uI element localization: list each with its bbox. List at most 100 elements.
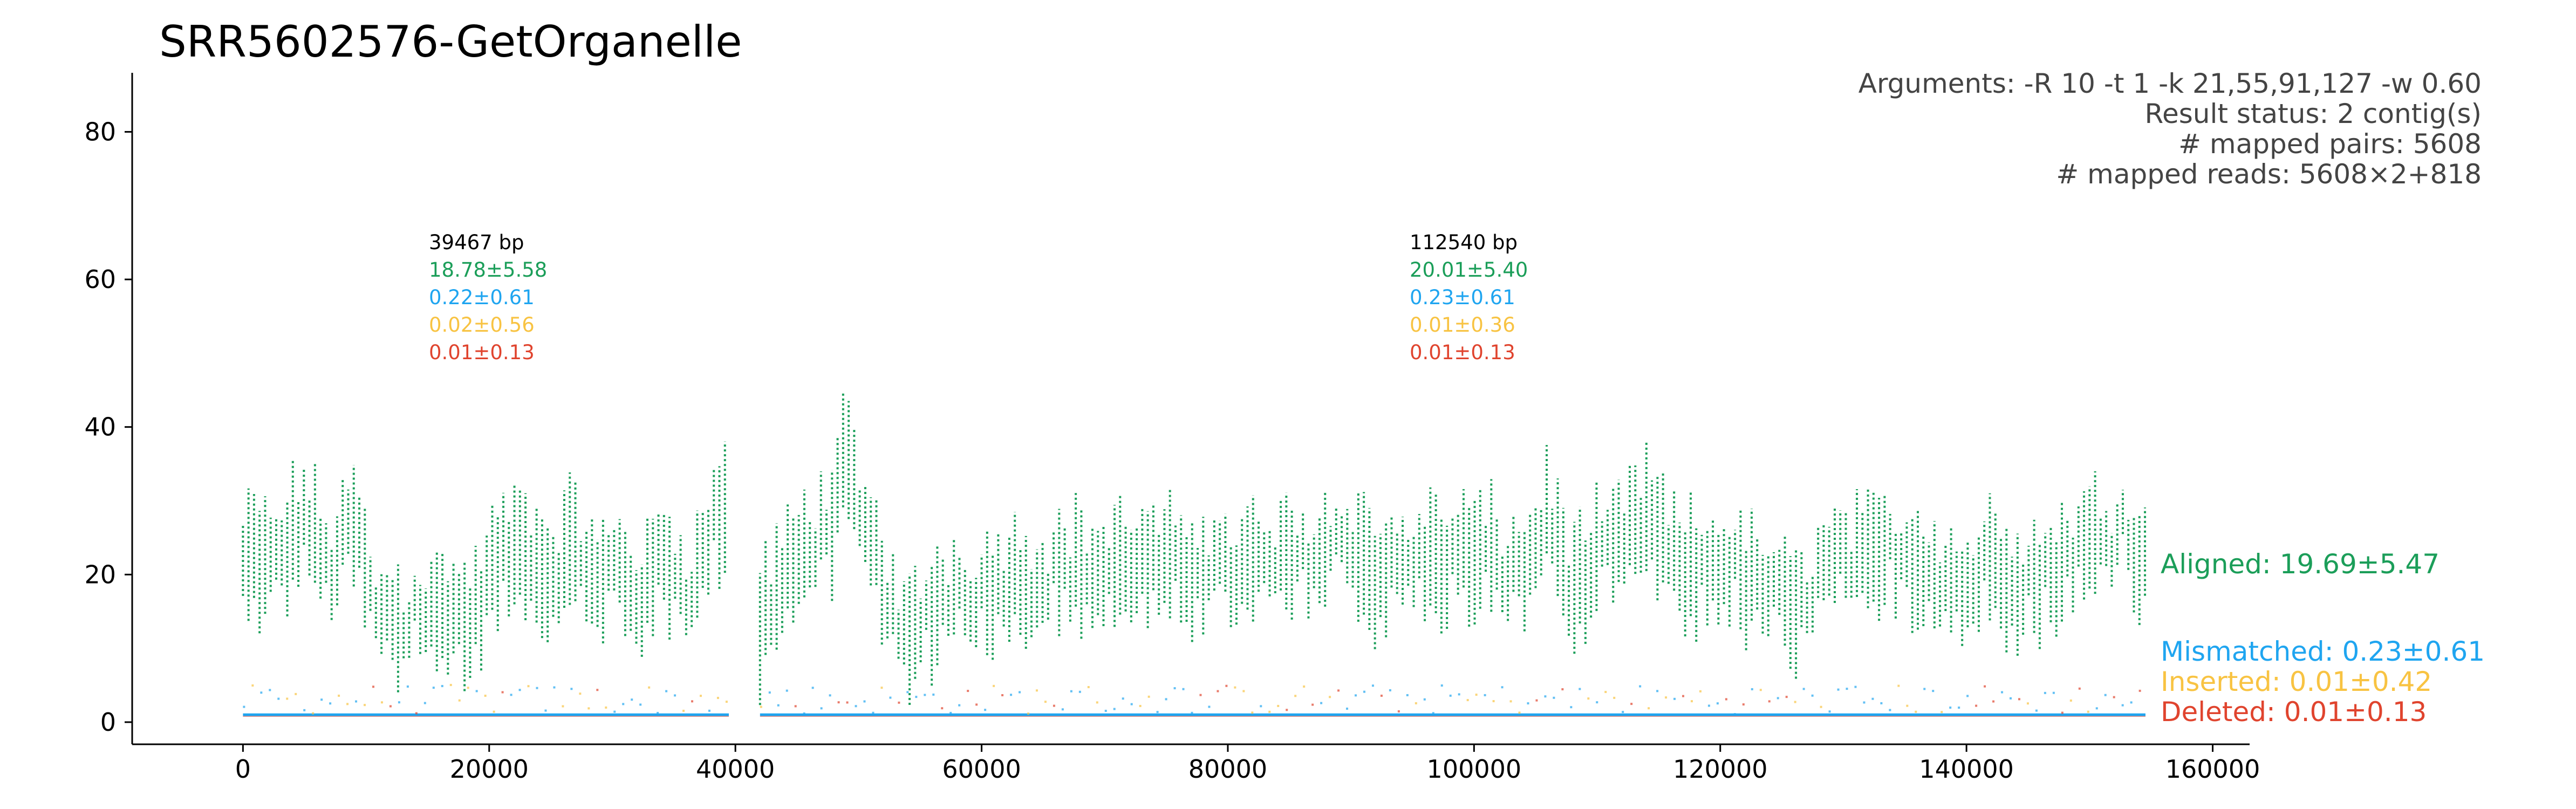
inserted-mark [1044,701,1047,703]
inserted-mark [1915,710,1917,713]
mismatched-mark [631,698,633,701]
mismatched-mark [1501,686,1504,689]
mismatched-mark [277,697,280,700]
inserted-mark [2026,702,2029,705]
mismatched-mark [1078,690,1081,693]
y-tick-label: 40 [84,413,116,442]
inserted-mark [562,705,564,708]
inserted-mark [1794,701,1796,703]
x-tick-label: 20000 [450,755,529,784]
mismatched-mark [475,690,478,693]
contig-2-mismatched: 0.23±0.61 [1410,286,1515,309]
mismatched-mark [924,694,926,696]
inserted-mark [1027,712,1029,715]
inserted-mark [251,684,254,687]
inserted-mark [364,704,366,707]
mismatched-mark [1449,694,1452,697]
mismatched-mark [2044,691,2046,694]
mismatched-mark [1733,713,1736,716]
inserted-mark [527,685,530,688]
inserted-mark [1690,700,1693,703]
mismatched-mark [1484,694,1486,696]
inserted-mark [1587,697,1590,700]
deleted-mark [2061,711,2063,714]
deleted-mark [1397,710,1400,712]
inserted-mark [1492,700,1495,703]
mismatched-mark [674,694,677,697]
inserted-mark [449,684,452,687]
mismatched-mark [1355,694,1357,697]
deleted-mark [1001,694,1004,696]
inserted-mark [1139,705,1142,708]
deleted-mark [1984,685,1986,688]
mismatched-mark [1854,685,1857,688]
contig-1-deleted: 0.01±0.13 [429,341,535,364]
mismatched-mark [2121,704,2124,707]
mismatched-mark [1596,701,1598,704]
inserted-mark [2069,699,2072,702]
mismatched-mark [984,709,987,711]
mismatched-mark [406,685,409,688]
mismatched-mark [657,711,659,714]
mismatched-mark [811,687,814,689]
deleted-mark [1217,690,1219,693]
mismatched-mark [1570,706,1573,709]
mismatched-mark [1656,690,1659,693]
inserted-mark [1897,684,1900,687]
info-arguments: Arguments: -R 10 -t 1 -k 21,55,91,127 -w… [1858,68,2482,99]
inserted-mark [2087,710,2089,713]
inserted-mark [587,707,590,710]
deleted-mark [898,701,900,704]
x-tick-label: 80000 [1188,755,1267,784]
inserted-mark [1242,690,1245,693]
mismatched-mark [1070,690,1072,693]
inserted-mark [1906,704,1909,707]
mismatched-mark [1544,695,1547,698]
deleted-mark [1561,688,1564,691]
y-tick-label: 20 [84,560,116,589]
deleted-mark [2113,696,2115,698]
inserted-mark [484,695,487,697]
mismatched-mark [1113,708,1116,710]
inserted-mark [579,693,582,695]
mismatched-mark [2035,709,2038,712]
inserted-mark [338,694,340,697]
mismatched-mark [829,694,831,697]
aligned-series-label: Aligned: 19.69±5.47 [2161,549,2440,580]
mismatched-mark [2104,694,2107,696]
deleted-mark [1053,704,1055,707]
deleted-mark [415,712,418,715]
deleted-mark [2138,689,2141,692]
mismatched-mark [1371,684,1374,687]
mismatched-mark [320,698,323,701]
mismatched-mark [423,702,426,704]
mismatched-mark [1622,711,1624,714]
mismatched-mark [1130,703,1133,705]
inserted-mark [880,687,883,689]
mismatched-mark [510,694,513,696]
mismatched-mark [1346,707,1349,710]
info-mapped-pairs: # mapped pairs: 5608 [2178,128,2482,160]
mismatched-mark [2001,691,2004,694]
mismatched-mark [1802,688,1805,690]
mismatched-mark [1432,712,1434,715]
inserted-mark [1475,694,1478,696]
contig-2-deleted: 0.01±0.13 [1410,341,1515,364]
deleted-mark [967,690,969,693]
x-tick-label: 160000 [2165,755,2260,784]
mismatched-mark [355,700,358,703]
inserted-mark [760,705,762,708]
inserted-mark [1466,699,1469,702]
mismatched-mark [1751,688,1753,690]
inserted-mark [716,697,719,700]
y-tick-label: 80 [84,117,116,146]
deleted-mark [2078,687,2081,690]
mismatched-mark [1363,690,1365,693]
x-tick-label: 60000 [942,755,1021,784]
mismatched-mark [1320,702,1323,704]
mismatched-mark [785,689,788,692]
mismatched-mark [803,712,805,715]
contig-2-inserted: 0.01±0.36 [1410,313,1515,337]
mismatched-mark [1553,696,1555,699]
